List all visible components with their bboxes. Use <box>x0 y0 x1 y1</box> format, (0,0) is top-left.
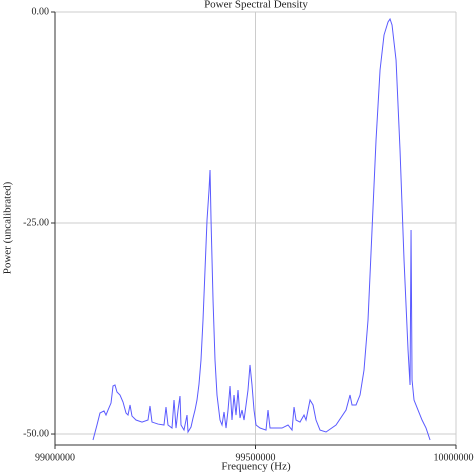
y-tick-label: 0.00 <box>32 6 50 17</box>
chart-title: Power Spectral Density <box>204 0 308 11</box>
x-tick-label: 100000000 <box>434 452 474 463</box>
psd-line <box>92 17 431 441</box>
y-tick-label: -50.00 <box>23 428 49 439</box>
x-axis-label: Frequency (Hz) <box>221 461 291 473</box>
y-axis-label: Power (uncalibrated) <box>2 181 14 274</box>
y-tick-label: -25.00 <box>23 217 49 228</box>
x-tick-label: 99500000 <box>236 452 276 463</box>
x-tick-label: 99000000 <box>35 452 75 463</box>
